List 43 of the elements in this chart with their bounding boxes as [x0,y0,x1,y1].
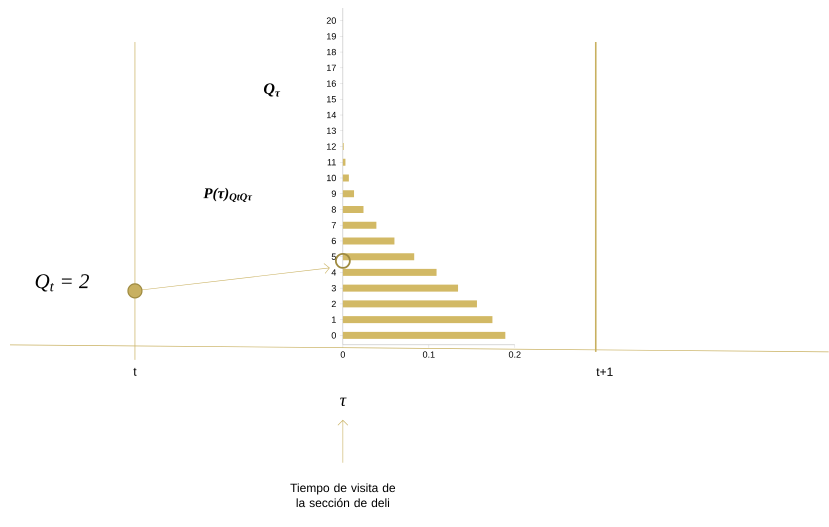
bar [342,174,349,182]
y-tick-label: 9 [332,190,336,198]
y-tick-label: 0 [332,332,336,339]
text: t+1 [596,368,613,376]
x-tick-label: 0 [340,351,346,358]
text: Q$_{t}$ = 2 [36,274,89,292]
x-tick-label: 0.1 [422,351,435,358]
y-tick-label: 6 [332,238,336,244]
y-tick-label: 13 [327,128,336,134]
bar [342,316,492,324]
bar [342,253,414,260]
y-tick-label: 5 [332,254,336,260]
y-tick-label: 8 [332,206,336,213]
y-tick-label: 20 [326,18,336,24]
y-tick-label: 18 [327,48,336,56]
bar [342,190,354,198]
y-tick-label: 3 [332,285,336,292]
y-tick-label: 14 [327,112,336,118]
y-tick-label: 16 [327,80,336,87]
y-tick-label: 15 [327,96,336,103]
bar [342,332,506,340]
x-tick-label: 0.2 [508,351,521,358]
y-tick-label: 17 [327,64,336,72]
y-tick-label: 7 [332,222,336,228]
bar [342,206,364,214]
bar [342,300,477,308]
text: t [133,368,137,376]
bar [342,284,458,292]
y-tick-label: 4 [332,269,336,276]
bar [342,158,346,166]
y-tick-label: 1 [332,316,336,323]
y-tick-label: 10 [327,174,336,182]
text: P(τ)$_{QtQτ}$ [203,188,252,202]
bar [342,269,437,276]
y-axis-title: Q$_{τ}$ [264,83,280,97]
bar [342,222,376,229]
bar [342,238,394,245]
text: Tiempo de visita de la sección de deli [290,483,396,508]
x-axis-title: τ [340,398,347,406]
y-tick-label: 19 [327,33,336,40]
y-tick-label: 12 [327,143,336,150]
y-tick-label: 2 [332,300,336,308]
y-tick-label: 11 [328,159,336,166]
